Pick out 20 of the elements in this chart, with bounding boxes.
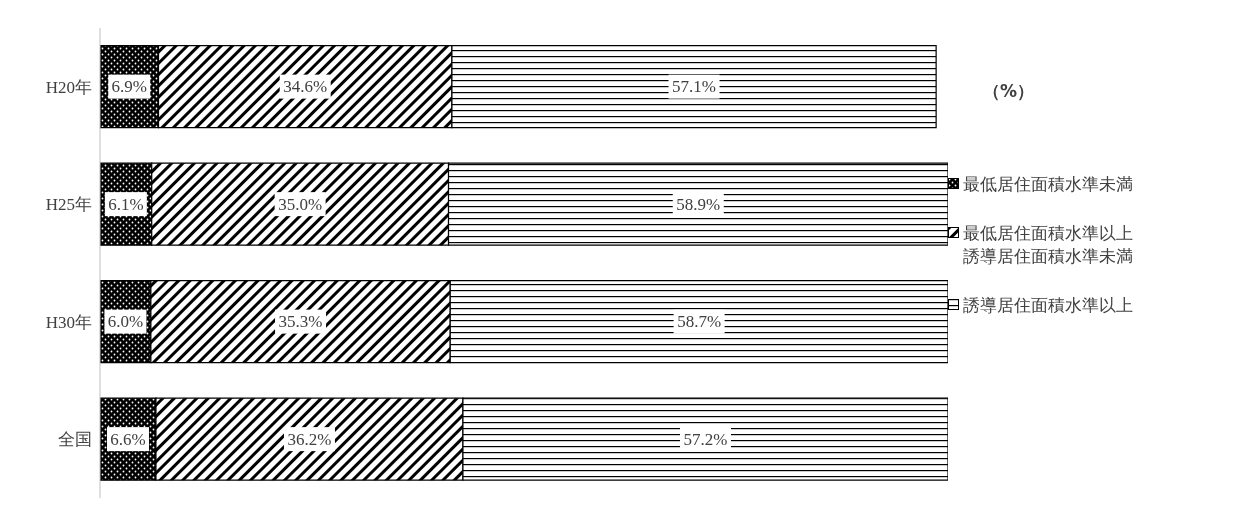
data-label: 6.9% xyxy=(111,77,147,97)
data-label: 36.2% xyxy=(287,429,332,449)
legend-label: 最低居住面積水準以上誘導居住面積水準未満 xyxy=(963,222,1134,268)
data-label: 35.0% xyxy=(278,194,323,214)
data-label: 57.2% xyxy=(683,429,728,449)
data-label: 58.9% xyxy=(676,194,721,214)
data-label: 6.1% xyxy=(108,194,144,214)
y-tick-label: H30年 xyxy=(45,312,92,332)
data-label: 6.6% xyxy=(110,429,146,449)
y-tick-label: H20年 xyxy=(45,77,92,97)
data-label: 6.0% xyxy=(107,312,144,332)
data-label: 35.3% xyxy=(278,312,323,332)
data-label: 57.1% xyxy=(672,77,716,97)
data-label: 58.7% xyxy=(677,312,722,332)
legend-label: 最低居住面積水準未満 xyxy=(963,173,1134,196)
text: （%） xyxy=(983,80,1035,103)
legend-label: 誘導居住面積水準以上 xyxy=(963,294,1134,317)
y-tick-label: 全国 xyxy=(58,430,92,450)
y-tick-label: H25年 xyxy=(45,195,92,215)
data-label: 34.6% xyxy=(283,77,328,97)
